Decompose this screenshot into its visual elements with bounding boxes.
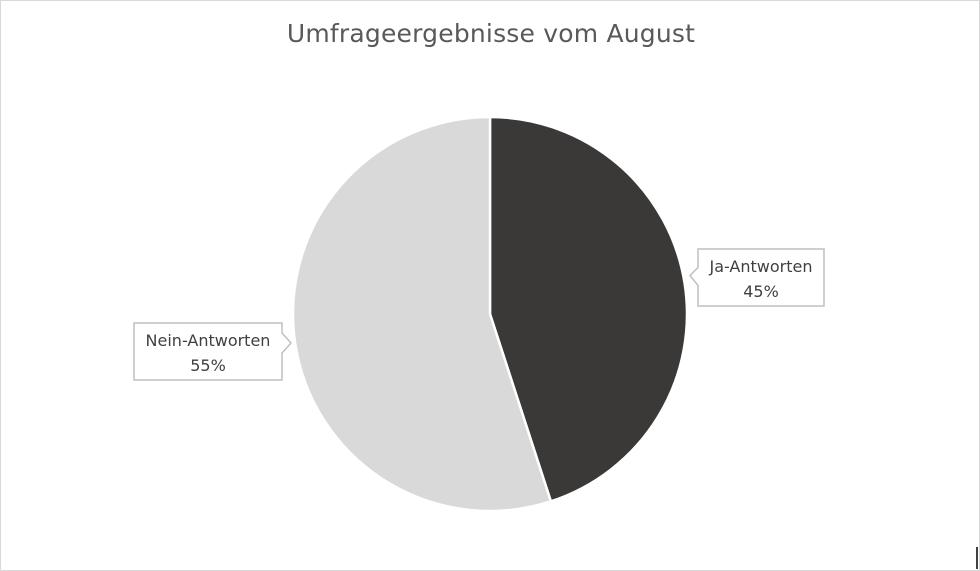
data-label-value: 55% — [190, 356, 226, 375]
resize-handle — [976, 547, 978, 569]
pie-slice-nein-antworten — [291, 115, 553, 513]
pie-slice-ja-antworten — [488, 115, 689, 503]
data-label-ja-antworten: Ja-Antworten 45% — [688, 248, 825, 307]
pie-callouts: Ja-Antworten 45% Nein-Antworten 55% — [133, 248, 825, 381]
pie-slices — [291, 115, 689, 513]
data-label-nein-antworten: Nein-Antworten 55% — [133, 322, 293, 381]
data-label-value: 45% — [743, 282, 779, 301]
data-label-category: Nein-Antworten — [146, 331, 271, 350]
data-label-category: Ja-Antworten — [708, 257, 812, 276]
chart-title: Umfrageergebnisse vom August — [286, 19, 696, 48]
